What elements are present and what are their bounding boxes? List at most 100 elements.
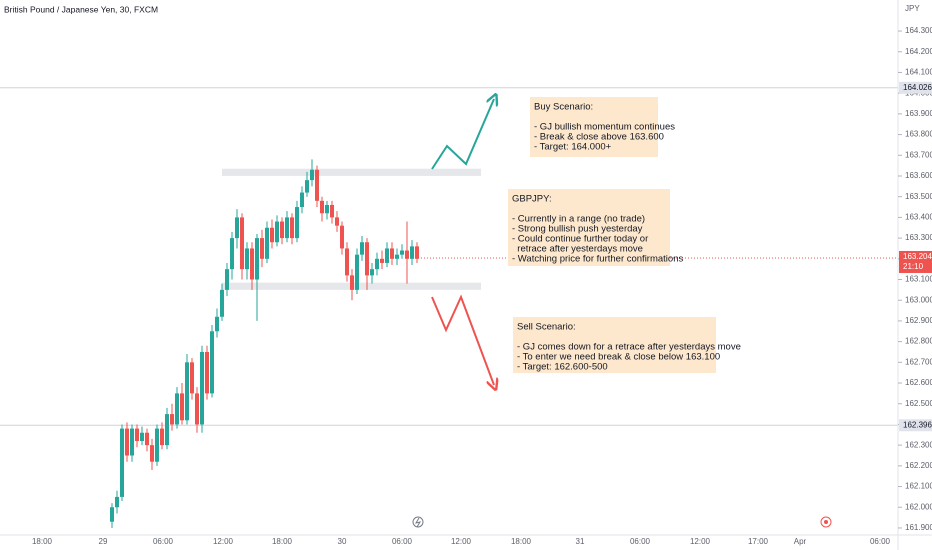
price-tag — [899, 81, 932, 94]
x-tick-label: 06:00 — [153, 537, 174, 546]
range-zone — [222, 168, 481, 176]
x-tick-label: 18:00 — [511, 537, 532, 546]
y-tick-label: 161.900 — [905, 523, 932, 532]
note-box — [508, 189, 670, 266]
candle-body — [155, 428, 159, 462]
event-icon[interactable] — [412, 516, 424, 528]
x-tick-label: 29 — [99, 537, 108, 546]
candle-body — [345, 248, 349, 276]
note-line: - Target: 164.000+ — [534, 142, 612, 153]
note-line: retrace after yesterdays move — [512, 244, 643, 255]
candle-body — [370, 269, 374, 276]
candle-body — [260, 238, 264, 259]
candle-body — [120, 428, 124, 497]
candle-body — [400, 250, 404, 255]
x-tick-label: 06:00 — [392, 537, 413, 546]
candle-body — [375, 258, 379, 270]
candle-body — [110, 507, 114, 522]
note-box — [530, 97, 658, 157]
y-tick-label: 162.200 — [905, 461, 932, 470]
candle-body — [330, 204, 334, 218]
candle-body — [295, 207, 299, 239]
candle-body — [250, 248, 254, 280]
candle-body — [135, 428, 139, 442]
y-tick-label: 162.500 — [905, 399, 932, 408]
note-line: - Watching price for further confirmatio… — [512, 254, 683, 265]
candle-body — [300, 192, 304, 208]
candle-body — [315, 169, 319, 201]
y-tick-label: 163.700 — [905, 150, 932, 159]
candle-body — [160, 428, 164, 446]
candle-body — [150, 445, 154, 462]
candle-body — [225, 269, 229, 290]
x-tick-label: 06:00 — [630, 537, 651, 546]
candle-body — [240, 217, 244, 270]
candle-body — [390, 248, 394, 259]
candle-body — [215, 316, 219, 332]
countdown: 21:10 — [903, 262, 924, 271]
candle-body — [270, 227, 274, 243]
candle-body — [385, 248, 389, 263]
candle-body — [235, 217, 239, 239]
x-tick-label: 18:00 — [272, 537, 293, 546]
y-tick-label: 164.200 — [905, 47, 932, 56]
x-tick-label: 31 — [576, 537, 585, 546]
currency: JPY — [905, 4, 920, 13]
candle-body — [245, 248, 249, 270]
candle-body — [285, 217, 289, 239]
candle-body — [290, 217, 294, 239]
note-line: - To enter we need break & close below 1… — [517, 352, 720, 363]
candle-body — [165, 414, 169, 446]
x-tick-label: 12:00 — [213, 537, 234, 546]
x-tick-label: 06:00 — [870, 537, 891, 546]
y-tick-label: 164.100 — [905, 68, 932, 77]
candle-body — [175, 393, 179, 425]
note-box — [513, 317, 716, 373]
candle-body — [265, 227, 269, 259]
plot-area — [0, 87, 898, 528]
candle-body — [355, 254, 359, 290]
y-tick-label: 163.800 — [905, 130, 932, 139]
candle-body — [170, 414, 174, 425]
candle-body — [410, 246, 414, 259]
candle-body — [190, 362, 194, 394]
y-tick-label: 162.700 — [905, 357, 932, 366]
candle-body — [140, 432, 144, 442]
x-tick-label: 30 — [338, 537, 347, 546]
candle-body — [360, 242, 364, 255]
candle-body — [220, 289, 224, 317]
candle-body — [365, 242, 369, 276]
note-line: - Currently in a range (no trade) — [512, 214, 645, 225]
candle-body — [255, 238, 259, 280]
candle-body — [320, 200, 324, 214]
note-title: Sell Scenario: — [517, 322, 576, 333]
note-line: - Break & close above 163.600 — [534, 132, 664, 143]
last-price-tag — [899, 250, 932, 273]
candle-body — [395, 254, 399, 259]
note-line: - GJ bullish momentum continues — [534, 122, 675, 133]
x-tick-label: 17:00 — [748, 537, 769, 546]
candle-body — [115, 496, 119, 508]
x-tick-label: 18:00 — [32, 537, 53, 546]
y-tick-label: 163.100 — [905, 275, 932, 284]
note-line: - Target: 162.600-500 — [517, 362, 608, 373]
y-tick-label: 163.500 — [905, 192, 932, 201]
candle-body — [205, 351, 209, 394]
note-line: - GJ comes down for a retrace after yest… — [517, 342, 741, 353]
y-tick-label: 162.600 — [905, 378, 932, 387]
candle-body — [310, 169, 314, 181]
event-icon[interactable] — [820, 516, 832, 528]
y-tick-label: 162.000 — [905, 502, 932, 511]
y-tick-label: 163.600 — [905, 171, 932, 180]
candle-body — [325, 204, 329, 214]
y-tick-label: 162.100 — [905, 482, 932, 491]
candle-body — [305, 180, 309, 193]
sell-arrow — [431, 294, 494, 385]
candle-body — [335, 217, 339, 226]
price-tag-label: 164.026 — [903, 83, 932, 92]
price-tag-label: 162.396 — [903, 420, 932, 429]
candle-body — [125, 428, 129, 456]
note-line: - Strong bullish push yesterday — [512, 224, 643, 235]
x-tick-label: 12:00 — [451, 537, 472, 546]
